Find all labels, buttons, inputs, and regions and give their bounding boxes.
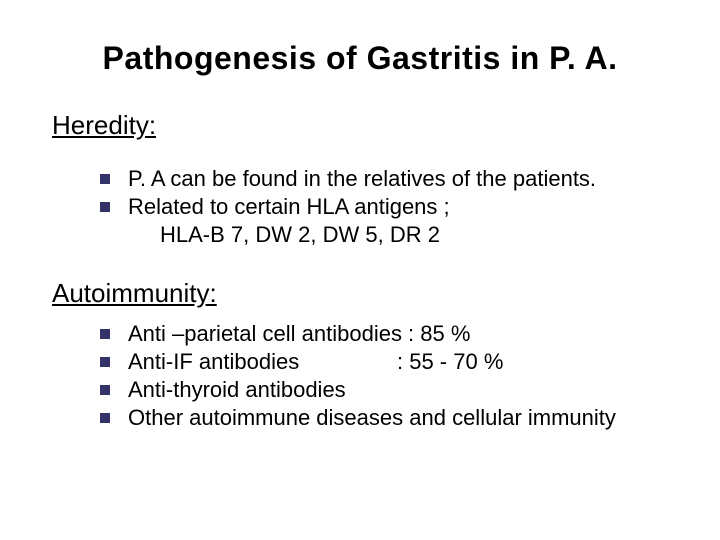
- square-bullet-icon: [100, 413, 110, 423]
- list-item-subtext: HLA-B 7, DW 2, DW 5, DR 2: [100, 221, 680, 249]
- list-item: Anti-IF antibodies : 55 - 70 %: [100, 348, 680, 376]
- square-bullet-icon: [100, 385, 110, 395]
- list-item-text: Other autoimmune diseases and cellular i…: [128, 405, 616, 430]
- slide-title: Pathogenesis of Gastritis in P. A.: [0, 40, 720, 77]
- list-item: P. A can be found in the relatives of th…: [100, 165, 680, 193]
- square-bullet-icon: [100, 357, 110, 367]
- square-bullet-icon: [100, 329, 110, 339]
- list-item: Other autoimmune diseases and cellular i…: [100, 404, 680, 432]
- list-item-text: Anti –parietal cell antibodies : 85 %: [128, 321, 470, 346]
- square-bullet-icon: [100, 202, 110, 212]
- section-heading-heredity: Heredity:: [52, 110, 156, 141]
- heredity-list: P. A can be found in the relatives of th…: [100, 165, 680, 249]
- list-item-text: Anti-IF antibodies : 55 - 70 %: [128, 349, 503, 374]
- list-item-text: Related to certain HLA antigens ;: [128, 194, 450, 219]
- list-item-text: Anti-thyroid antibodies: [128, 377, 346, 402]
- square-bullet-icon: [100, 174, 110, 184]
- autoimmunity-list: Anti –parietal cell antibodies : 85 % An…: [100, 320, 680, 432]
- list-item: Related to certain HLA antigens ;: [100, 193, 680, 221]
- list-item: Anti-thyroid antibodies: [100, 376, 680, 404]
- slide: Pathogenesis of Gastritis in P. A. Hered…: [0, 0, 720, 540]
- list-item-text: P. A can be found in the relatives of th…: [128, 166, 596, 191]
- section-heading-autoimmunity: Autoimmunity:: [52, 278, 217, 309]
- list-item: Anti –parietal cell antibodies : 85 %: [100, 320, 680, 348]
